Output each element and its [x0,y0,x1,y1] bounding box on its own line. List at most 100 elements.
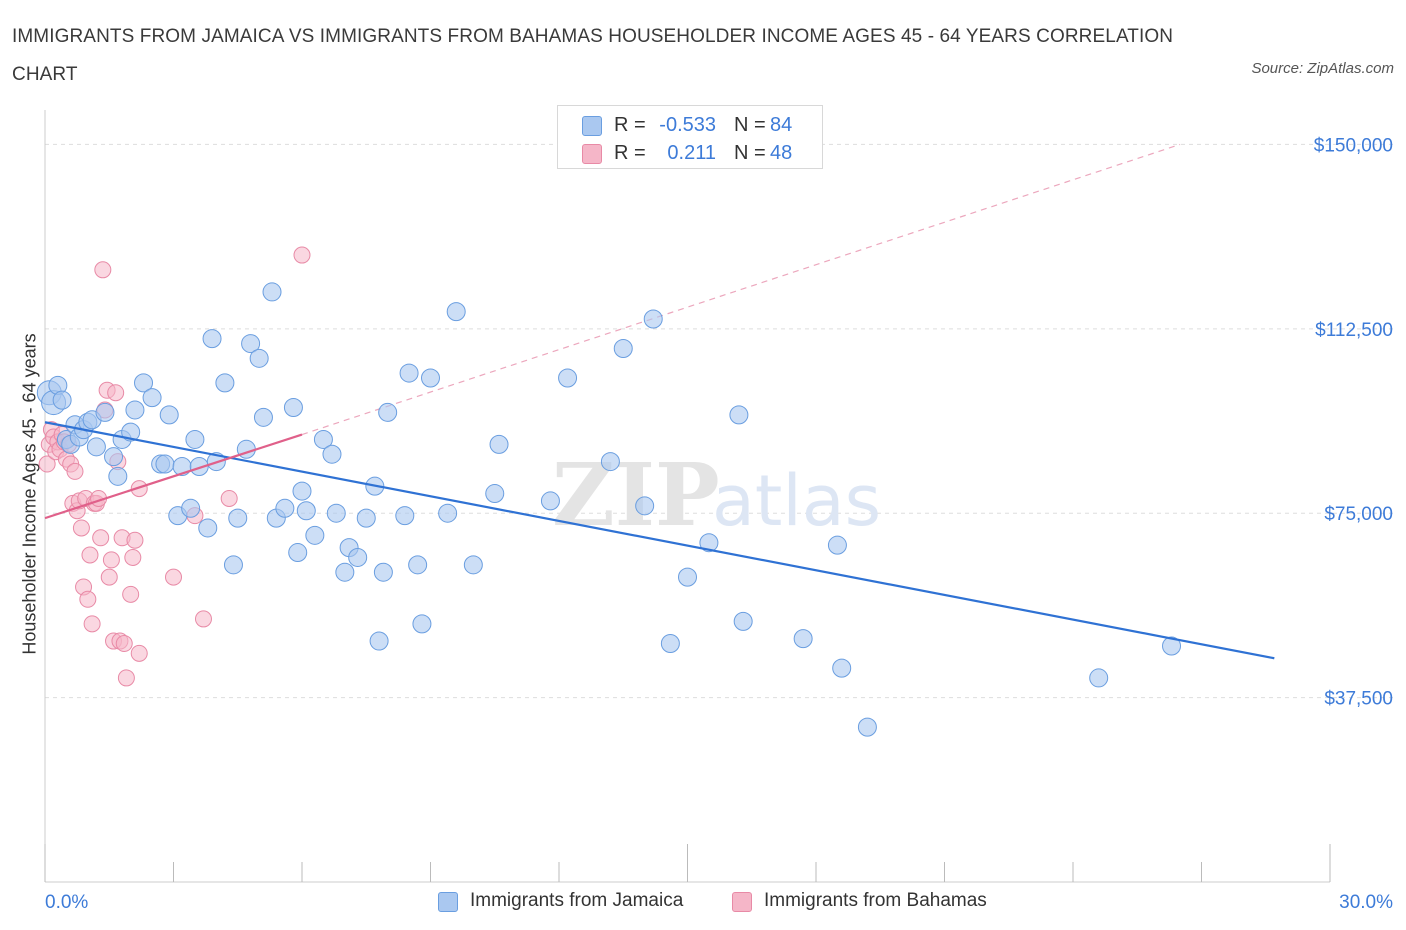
jamaica-point [95,402,115,422]
jamaica-point [827,535,847,555]
watermark: ZIP atlas [552,445,881,546]
jamaica-point [489,434,509,454]
jamaica-point [408,555,428,575]
jamaica-point [356,508,376,528]
bahamas-point [107,384,125,402]
legend-row-bahamas: R = 0.211 N = 48 [558,138,822,168]
bahamas-point [83,615,101,633]
bahamas-point [122,585,140,603]
jamaica-point [699,533,719,553]
jamaica-point [635,496,655,516]
n-label: N = [734,114,766,136]
jamaica-point [678,567,697,587]
jamaica-point [223,555,243,575]
correlation-legend: R = -0.533 N = 84 R = 0.211 N = 48 [557,105,823,169]
legend-label: Immigrants from Bahamas [764,890,987,911]
bahamas-swatch [732,892,752,912]
jamaica-point [733,611,753,631]
bahamas-point [100,568,118,586]
bahamas-point [293,246,311,264]
jamaica-point [412,614,432,634]
y-tick-label: $75,000 [1324,504,1393,525]
jamaica-point [369,631,389,651]
jamaica-point [159,405,179,425]
jamaica-point [253,407,273,427]
bahamas-point [38,455,56,473]
grid-lines [45,143,1394,699]
jamaica-point [275,498,295,518]
jamaica-point [1162,636,1182,656]
n-value: 48 [770,142,793,164]
jamaica-point [660,634,680,654]
bahamas-point [102,551,120,569]
jamaica-point [198,518,218,538]
jamaica-point [485,484,505,504]
jamaica-point [121,422,141,442]
jamaica-trend-line [44,421,1275,660]
jamaica-point [729,405,749,425]
jamaica-point [335,562,355,582]
jamaica-point [378,402,398,422]
jamaica-point [313,429,333,449]
bahamas-point [194,610,212,628]
jamaica-point [202,329,222,349]
source-label: Source: ZipAtlas.com [1251,60,1394,77]
jamaica-point [326,503,346,523]
bahamas-point [117,669,135,687]
bahamas-trend-dashed [301,143,1181,436]
jamaica-point [181,498,201,518]
jamaica-point [600,452,620,472]
bahamas-point [66,462,84,480]
jamaica-point [241,334,261,354]
jamaica-point [185,429,205,449]
jamaica-swatch [438,892,458,912]
jamaica-point [262,282,282,302]
jamaica-point [296,501,316,521]
jamaica-point [643,309,663,329]
tick-labels: $37,500 $75,000 $112,500 $150,000 0.0% 30.0% [45,135,1393,913]
x-tick-label: 30.0% [1339,892,1393,913]
y-tick-label: $112,500 [1315,320,1393,341]
jamaica-point [52,390,72,410]
watermark-atlas: atlas [712,460,881,542]
jamaica-point [134,373,154,393]
legend-row-jamaica: R = -0.533 N = 84 [558,110,822,140]
jamaica-point [215,373,235,393]
jamaica-point [446,302,466,322]
jamaica-point [86,437,106,457]
jamaica-point [305,525,325,545]
jamaica-point [613,338,633,358]
jamaica-point [832,658,852,678]
jamaica-point [558,368,578,388]
jamaica-point [348,547,368,567]
series-legend: Immigrants from Jamaica Immigrants from … [0,888,1406,918]
jamaica-point [857,717,877,737]
axes [44,110,1331,883]
jamaica-point [283,397,303,417]
jamaica-swatch [582,116,602,136]
jamaica-point [108,466,128,486]
bahamas-point [81,546,99,564]
bahamas-point [220,489,238,507]
y-tick-label: $37,500 [1324,689,1393,710]
bahamas-point [165,568,182,586]
jamaica-point [228,508,248,528]
jamaica-point [322,444,342,464]
n-value: 84 [770,114,793,136]
jamaica-point [125,400,145,420]
jamaica-point [793,629,813,649]
bahamas-point [124,548,142,566]
jamaica-point [463,555,483,575]
jamaica-point [189,456,209,476]
bahamas-point [126,531,144,549]
jamaica-point [1089,668,1109,688]
r-label: R = [614,142,646,164]
jamaica-point [288,543,308,563]
jamaica-point [395,506,415,526]
jamaica-point [292,481,312,501]
bahamas-trend-line [44,433,303,520]
jamaica-point [438,503,458,523]
jamaica-points [36,282,1182,737]
jamaica-point [540,491,560,511]
